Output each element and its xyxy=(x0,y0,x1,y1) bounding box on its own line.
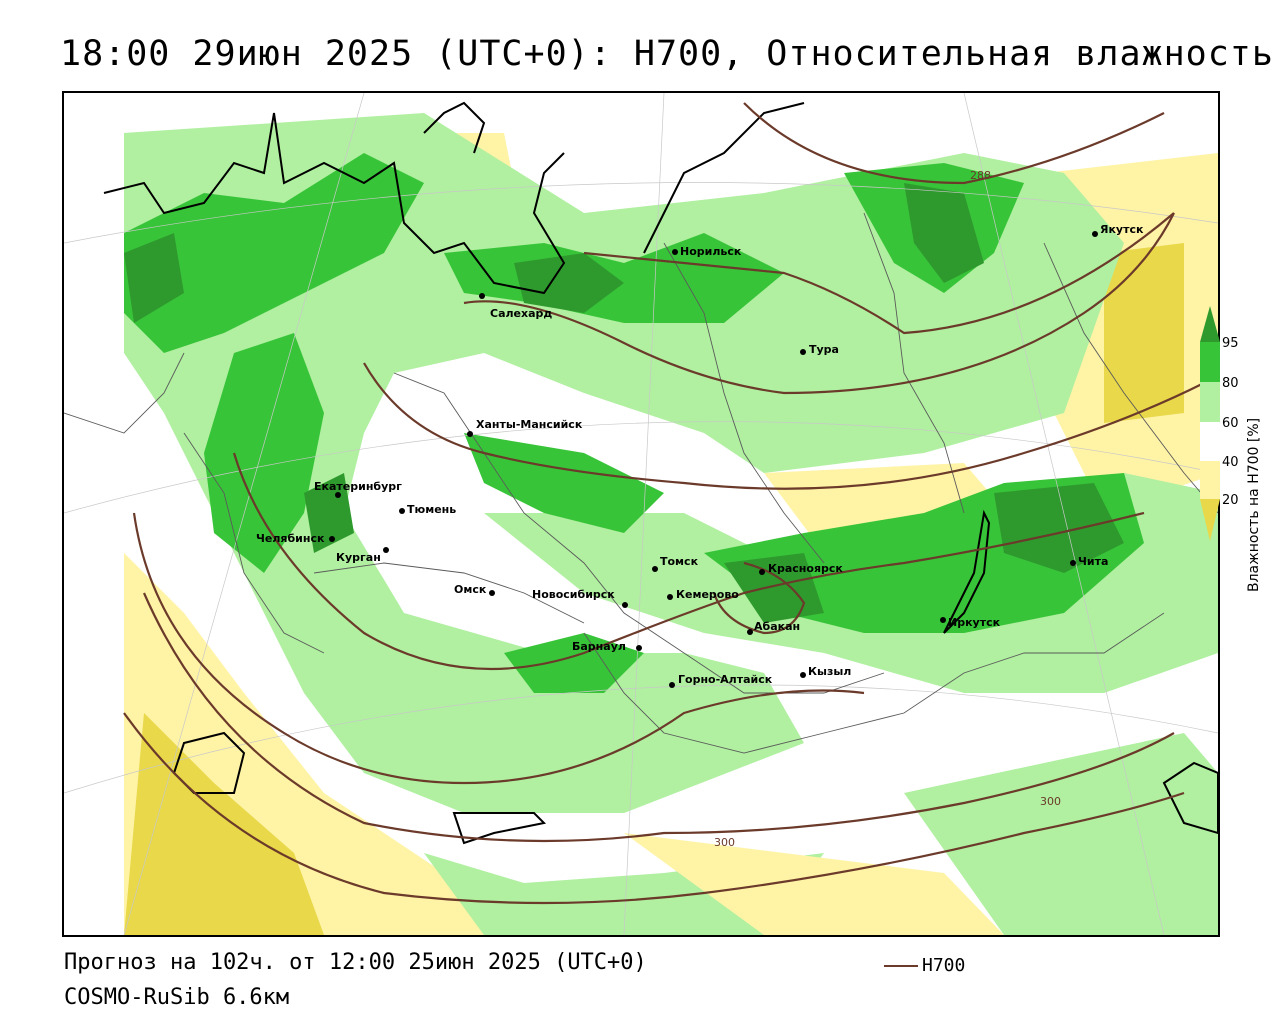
colorbar-band-20-40 xyxy=(1200,461,1220,499)
city-gorno-altaysk: Горно-Алтайск xyxy=(669,673,773,688)
contour-label-1: 288 xyxy=(970,169,991,182)
svg-text:Чита: Чита xyxy=(1078,555,1108,568)
city-kurgan: Курган xyxy=(336,547,389,564)
city-yakutsk: Якутск xyxy=(1092,223,1144,237)
svg-text:Томск: Томск xyxy=(660,555,699,568)
h700-contours xyxy=(123,102,1205,905)
city-tyumen: Тюмень xyxy=(399,503,456,516)
city-salekhard: Салехард xyxy=(479,293,552,320)
colorbar xyxy=(1200,306,1220,541)
city-omsk: Омск xyxy=(454,583,495,596)
svg-text:Омск: Омск xyxy=(454,583,487,596)
humidity-field xyxy=(64,93,1218,935)
city-novosibirsk: Новосибирск xyxy=(532,588,628,608)
colorbar-band-80-95 xyxy=(1200,342,1220,382)
colorbar-band-60-80 xyxy=(1200,382,1220,422)
svg-text:Абакан: Абакан xyxy=(754,620,800,633)
city-chita: Чита xyxy=(1070,555,1108,568)
svg-text:Тюмень: Тюмень xyxy=(407,503,456,516)
svg-text:Якутск: Якутск xyxy=(1100,223,1144,236)
colorbar-tick-40: 40 xyxy=(1222,455,1239,470)
svg-text:Иркутск: Иркутск xyxy=(948,616,1001,629)
svg-text:Кызыл: Кызыл xyxy=(808,665,851,678)
svg-text:Красноярск: Красноярск xyxy=(768,562,843,575)
contour-legend-label: H700 xyxy=(922,955,966,976)
city-krasnoyarsk: Красноярск xyxy=(759,562,843,575)
city-barnaul: Барнаул xyxy=(572,640,642,653)
map-title: 18:00 29июн 2025 (UTC+0): H700, Относите… xyxy=(60,34,1274,74)
colorbar-tick-80: 80 xyxy=(1222,376,1239,391)
svg-text:Горно-Алтайск: Горно-Алтайск xyxy=(678,673,773,686)
city-tomsk: Томск xyxy=(652,555,699,572)
colorbar-tick-95: 95 xyxy=(1222,336,1239,351)
svg-text:Челябинск: Челябинск xyxy=(256,532,325,545)
city-kyzyl: Кызыл xyxy=(800,665,851,678)
colorbar-top-arrow xyxy=(1200,306,1220,342)
svg-text:Норильск: Норильск xyxy=(680,245,742,258)
map-panel: 288 300 300 Норильск Якутск Салехард Тур… xyxy=(62,91,1220,937)
model-name: COSMO-RuSib 6.6км xyxy=(64,985,290,1010)
svg-text:Барнаул: Барнаул xyxy=(572,640,626,653)
colorbar-title-wrap: Влажность на H700 [%] xyxy=(1246,352,1270,592)
city-tura: Тура xyxy=(800,343,839,356)
city-kemerovo: Кемерово xyxy=(667,588,739,601)
city-chelyabinsk: Челябинск xyxy=(256,532,335,545)
colorbar-bottom-arrow xyxy=(1200,499,1220,541)
city-norilsk: Норильск xyxy=(672,245,742,258)
colorbar-title: Влажность на H700 [%] xyxy=(1246,417,1262,592)
city-markers: Норильск Якутск Салехард Тура Ханты-Манс… xyxy=(256,223,1144,688)
svg-text:Кемерово: Кемерово xyxy=(676,588,739,601)
svg-text:Екатеринбург: Екатеринбург xyxy=(314,480,402,493)
contour-label-2: 300 xyxy=(1040,795,1061,808)
svg-text:Тура: Тура xyxy=(809,343,839,356)
colorbar-tick-60: 60 xyxy=(1222,416,1239,431)
svg-text:Ханты-Мансийск: Ханты-Мансийск xyxy=(476,418,583,431)
city-ekaterinburg: Екатеринбург xyxy=(314,480,402,498)
humidity-map: 288 300 300 Норильск Якутск Салехард Тур… xyxy=(64,93,1218,935)
city-irkutsk: Иркутск xyxy=(940,616,1001,629)
svg-text:Салехард: Салехард xyxy=(490,307,552,320)
city-abakan: Абакан xyxy=(747,620,800,635)
city-khanty-mansiysk: Ханты-Мансийск xyxy=(467,418,583,437)
svg-text:Курган: Курган xyxy=(336,551,381,564)
graticule xyxy=(64,93,1218,935)
colorbar-band-40-60 xyxy=(1200,422,1220,461)
svg-text:Новосибирск: Новосибирск xyxy=(532,588,615,601)
contour-legend: H700 xyxy=(884,955,965,976)
contour-legend-swatch xyxy=(884,965,918,967)
forecast-info: Прогноз на 102ч. от 12:00 25июн 2025 (UT… xyxy=(64,950,647,975)
contour-label-3: 300 xyxy=(714,836,735,849)
colorbar-tick-20: 20 xyxy=(1222,493,1239,508)
